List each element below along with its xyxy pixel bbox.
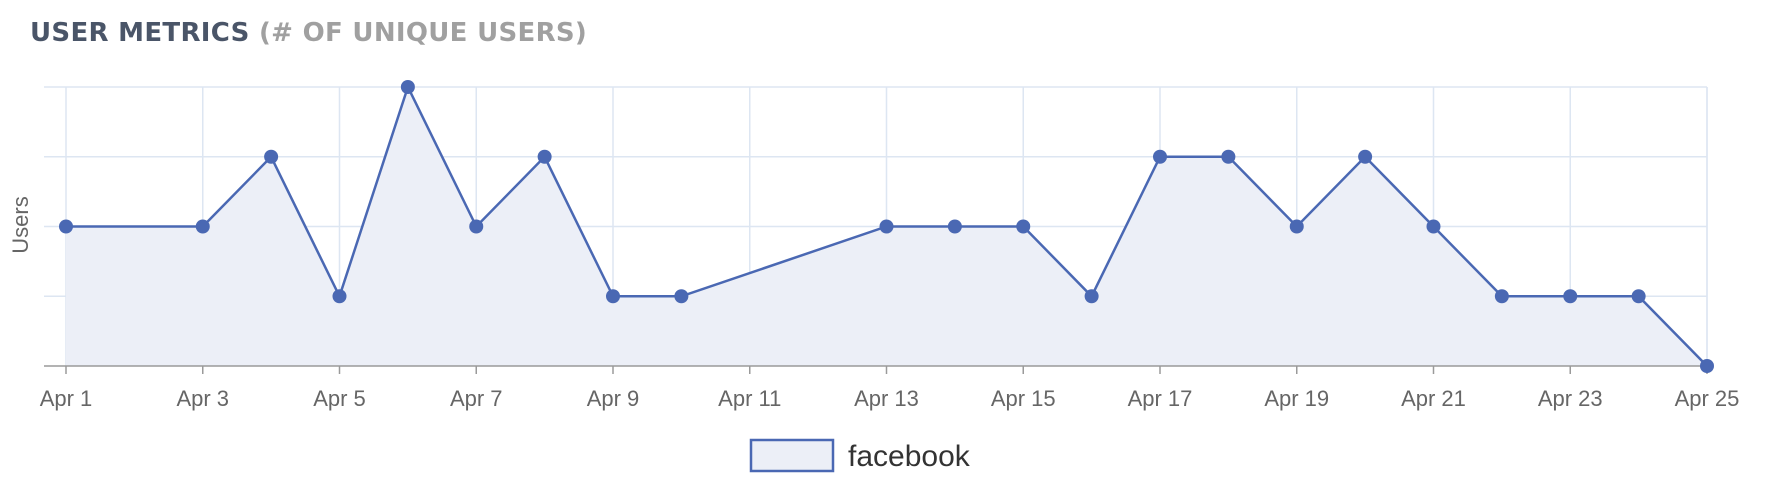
data-point[interactable]	[469, 219, 484, 234]
data-point[interactable]	[59, 219, 73, 234]
legend-label[interactable]: facebook	[848, 440, 971, 473]
x-tick-label: Apr 21	[1401, 386, 1466, 411]
data-point[interactable]	[264, 149, 279, 164]
x-tick-label: Apr 15	[991, 386, 1056, 411]
x-tick-label: Apr 3	[176, 386, 229, 411]
x-axis	[44, 365, 1708, 374]
chart-title: USER METRICS (# OF UNIQUE USERS)	[30, 18, 587, 48]
data-point[interactable]	[400, 80, 415, 94]
data-point[interactable]	[947, 219, 962, 234]
data-point[interactable]	[1494, 289, 1509, 304]
x-tick-label: Apr 9	[587, 386, 640, 411]
data-point[interactable]	[1700, 359, 1714, 373]
data-point[interactable]	[332, 289, 347, 304]
data-point[interactable]	[674, 289, 689, 304]
x-tick-label: Apr 11	[718, 386, 781, 411]
data-point[interactable]	[1358, 149, 1373, 164]
y-axis-title: Users	[8, 196, 33, 253]
data-point[interactable]	[1084, 289, 1099, 304]
data-point[interactable]	[195, 219, 210, 234]
legend-swatch[interactable]	[749, 438, 835, 473]
data-point[interactable]	[1153, 149, 1167, 164]
data-point[interactable]	[1289, 219, 1304, 234]
data-point[interactable]	[1221, 149, 1236, 164]
data-point[interactable]	[537, 149, 552, 164]
x-tick-label: Apr 19	[1264, 386, 1329, 411]
x-tick-label: Apr 1	[40, 386, 93, 411]
chart-title-sub: (# OF UNIQUE USERS)	[258, 18, 588, 48]
x-tick-label: Apr 23	[1538, 386, 1603, 411]
data-point[interactable]	[1426, 219, 1441, 234]
series-line	[66, 83, 1708, 367]
x-tick-label: Apr 25	[1675, 386, 1740, 411]
x-tick-label: Apr 7	[450, 386, 503, 411]
chart-title-main: USER METRICS	[30, 18, 250, 48]
data-point[interactable]	[606, 289, 620, 304]
data-point[interactable]	[1563, 289, 1578, 304]
x-tick-label: Apr 13	[854, 386, 919, 411]
x-tick-labels: Apr 1 Apr 3 Apr 5 Apr 7 Apr 9 Apr 11 Apr 13 Apr…	[40, 386, 1740, 411]
x-tick-label: Apr 17	[1128, 386, 1193, 411]
data-point[interactable]	[879, 219, 894, 234]
legend[interactable]: facebook	[749, 438, 971, 473]
data-point[interactable]	[1631, 289, 1646, 304]
data-points	[59, 80, 1714, 373]
x-tick-label: Apr 5	[313, 386, 366, 411]
data-point[interactable]	[1016, 219, 1031, 234]
